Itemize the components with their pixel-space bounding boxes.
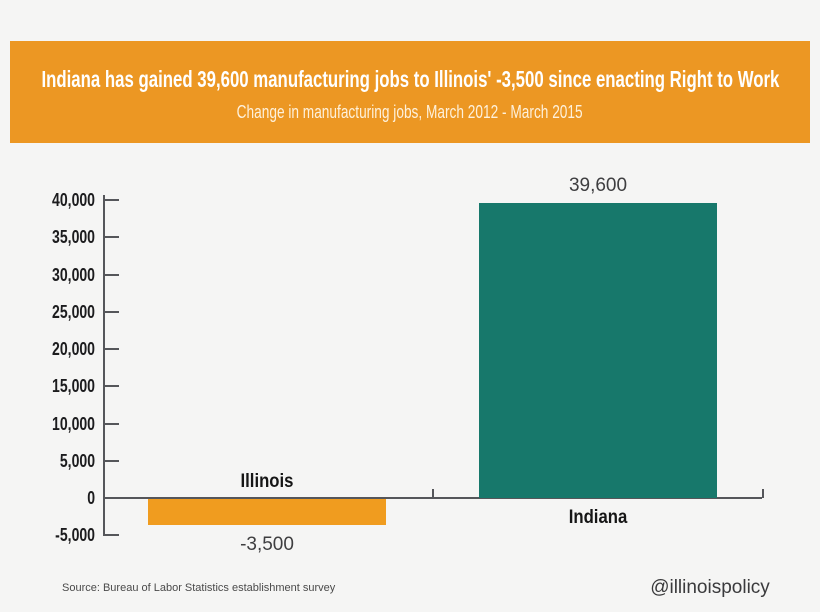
y-tick-label: 30,000 bbox=[52, 264, 95, 285]
category-label-illinois: Illinois bbox=[240, 471, 294, 492]
y-tick-label: 25,000 bbox=[52, 301, 95, 322]
y-tick bbox=[103, 385, 119, 388]
bar-illinois bbox=[148, 499, 386, 526]
y-tick bbox=[103, 422, 119, 425]
bar-indiana bbox=[479, 202, 717, 498]
value-label-illinois: -3,500 bbox=[240, 534, 294, 556]
header-banner: Indiana has gained 39,600 manufacturing … bbox=[10, 41, 810, 143]
y-tick-label: 15,000 bbox=[52, 376, 95, 397]
chart-subtitle: Change in manufacturing jobs, March 2012… bbox=[236, 102, 583, 122]
y-tick bbox=[103, 459, 119, 462]
y-tick-label: 0 bbox=[87, 488, 95, 508]
value-label-indiana: 39,600 bbox=[568, 174, 628, 196]
y-tick bbox=[103, 199, 119, 201]
y-tick-label: 40,000 bbox=[52, 190, 95, 210]
x-axis-tick bbox=[762, 489, 764, 498]
y-tick bbox=[103, 534, 119, 537]
y-tick-label: 5,000 bbox=[59, 450, 95, 471]
y-tick bbox=[103, 310, 119, 313]
y-tick-label: 10,000 bbox=[52, 413, 95, 434]
category-label-indiana: Indiana bbox=[568, 507, 628, 528]
x-axis-zero-line bbox=[103, 497, 762, 499]
y-tick bbox=[103, 348, 119, 350]
watermark-handle: @illinoispolicy bbox=[650, 577, 770, 598]
y-tick bbox=[103, 273, 119, 276]
y-tick bbox=[103, 236, 119, 239]
x-axis-tick bbox=[432, 489, 434, 498]
y-tick-label: -5,000 bbox=[55, 525, 95, 546]
y-axis-line bbox=[103, 195, 105, 535]
chart-title: Indiana has gained 39,600 manufacturing … bbox=[41, 66, 779, 92]
y-tick-label: 20,000 bbox=[52, 339, 95, 359]
source-note: Source: Bureau of Labor Statistics estab… bbox=[62, 582, 336, 594]
y-tick-label: 35,000 bbox=[52, 227, 95, 248]
